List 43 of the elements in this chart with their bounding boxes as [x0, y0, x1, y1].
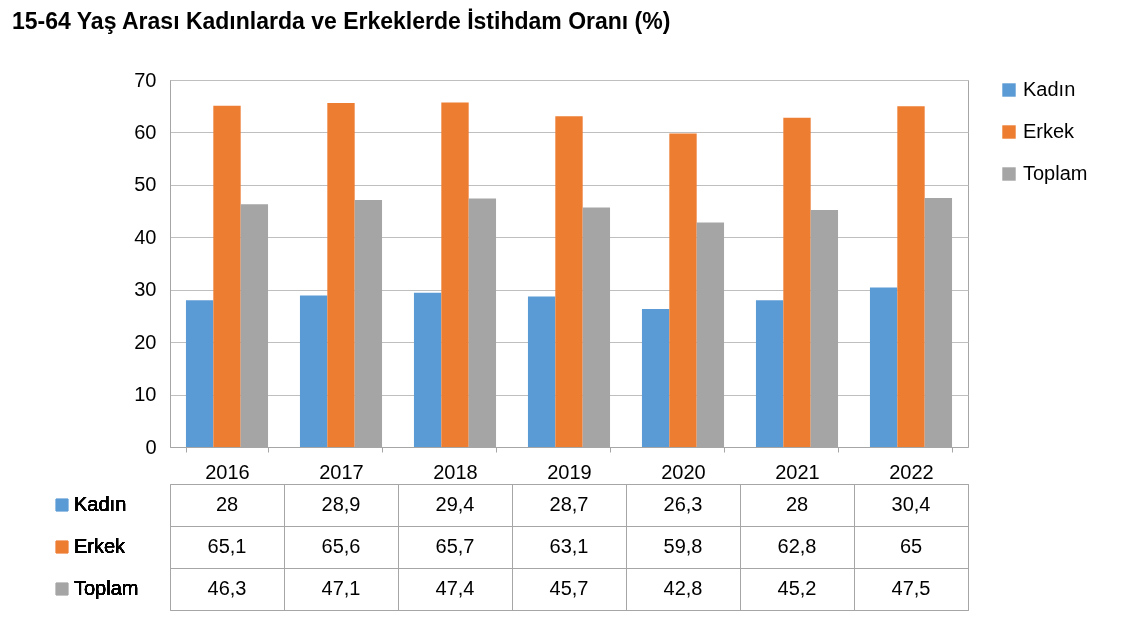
data-label: 28 [785, 493, 809, 515]
data-label: 65,7 [435, 535, 475, 557]
data-label: 28,9 [321, 493, 361, 515]
data-label: 63,1 [549, 535, 589, 557]
x-tick-label: 2018 [433, 460, 478, 483]
x-tick-label: 2021 [775, 460, 820, 483]
data-label: 47,1 [321, 577, 361, 599]
y-tick-label: 40 [134, 225, 157, 248]
x-tick-label: 2022 [889, 460, 934, 483]
data-label: 62,8 [777, 535, 817, 557]
chart-title: 15-64 Yaş Arası Kadınlarda ve Erkeklerde İstihdam Oranı (%) [12, 7, 671, 34]
x-tick-label: 2016 [205, 460, 250, 483]
data-label: 59,8 [663, 535, 703, 557]
data-label: 42,8 [663, 577, 703, 599]
data-label: 26,3 [663, 493, 703, 515]
y-tick-label: 50 [134, 173, 157, 196]
x-tick-label: 2020 [661, 460, 706, 483]
legend-label: Erkek [1023, 120, 1076, 142]
y-tick-label: 60 [134, 120, 157, 143]
y-tick-label: 10 [134, 383, 157, 406]
legend-label: Kadın [74, 493, 127, 515]
text: Kadın [1023, 78, 1076, 100]
data-label: 29,4 [435, 493, 475, 515]
data-label: 28,7 [549, 493, 589, 515]
data-label: 45,7 [549, 577, 589, 599]
data-label: 45,2 [777, 577, 817, 599]
y-tick-label: 70 [134, 68, 157, 91]
data-label: 65,6 [321, 535, 361, 557]
text: Erkek [74, 535, 126, 557]
y-tick-label: 0 [145, 435, 157, 458]
data-label: 65 [899, 535, 923, 557]
data-label: 30,4 [891, 493, 931, 515]
y-tick-label: 30 [134, 278, 157, 301]
data-label: 47,5 [891, 577, 931, 599]
legend-label: Toplam [1023, 162, 1088, 184]
data-label: 28 [215, 493, 239, 515]
y-tick-label: 20 [134, 330, 157, 353]
data-label: 47,4 [435, 577, 475, 599]
data-label: 65,1 [207, 535, 247, 557]
data-label: 46,3 [207, 577, 247, 599]
x-tick-label: 2019 [547, 460, 592, 483]
text: Toplam [74, 577, 139, 599]
x-tick-label: 2017 [319, 460, 364, 483]
